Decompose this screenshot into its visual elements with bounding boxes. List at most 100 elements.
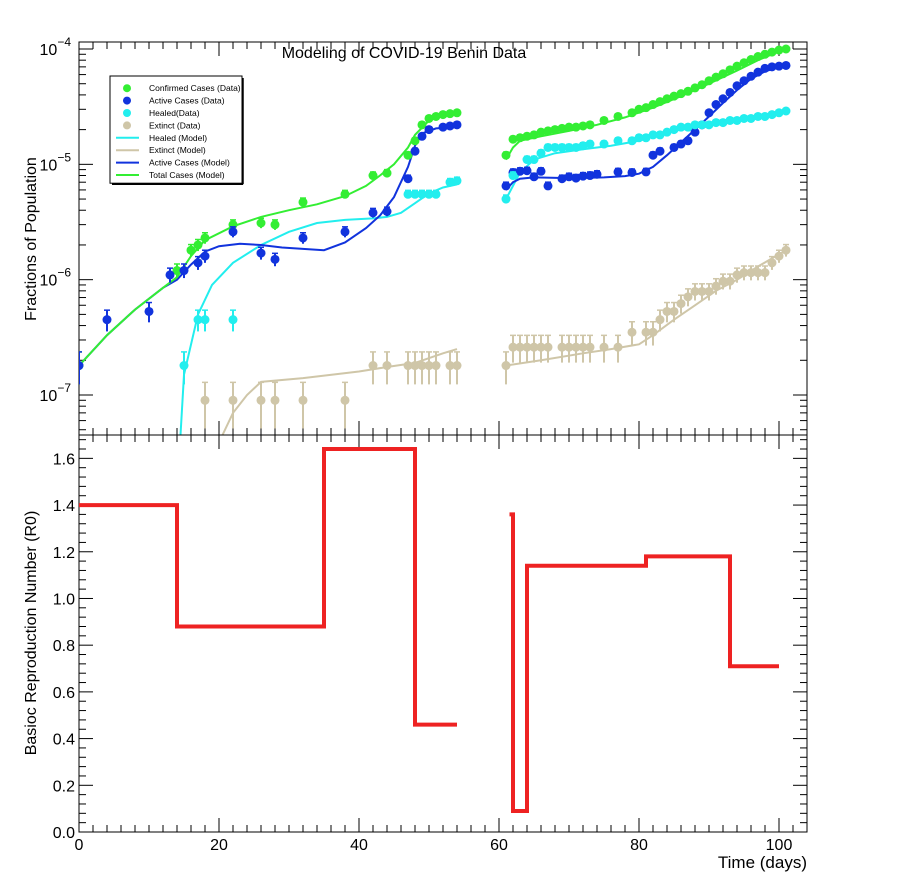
data-point	[669, 91, 679, 101]
data-point	[774, 251, 784, 261]
data-point	[732, 61, 742, 71]
data-point	[543, 342, 553, 352]
data-point	[578, 141, 588, 151]
data-point	[571, 122, 581, 132]
data-point	[529, 130, 539, 140]
data-point	[613, 136, 623, 146]
top-y-ticks: 10−710−610−510−4	[40, 35, 808, 435]
data-point	[746, 268, 756, 278]
data-point	[578, 121, 588, 131]
legend-marker	[123, 96, 131, 105]
data-point	[417, 361, 427, 371]
data-point	[704, 286, 714, 296]
data-point	[725, 65, 735, 75]
series-active-cases-data-	[79, 60, 791, 385]
data-point	[228, 227, 238, 237]
data-point	[739, 113, 749, 123]
data-point	[718, 118, 728, 128]
data-point	[774, 108, 784, 118]
data-point	[298, 233, 308, 243]
data-point	[445, 361, 455, 371]
data-point	[340, 395, 350, 405]
y-tick-label-exponent: −7	[57, 381, 71, 395]
data-point	[536, 166, 546, 176]
data-point	[732, 115, 742, 125]
data-point	[585, 139, 595, 149]
x-tick-label: 20	[210, 837, 228, 854]
data-point	[627, 136, 637, 146]
data-point	[410, 136, 420, 146]
data-point	[732, 81, 742, 91]
data-point	[508, 134, 518, 144]
data-point	[571, 173, 581, 183]
data-point	[767, 62, 777, 72]
data-point	[599, 342, 609, 352]
data-point	[753, 111, 763, 121]
data-point	[270, 220, 280, 230]
data-point	[515, 166, 525, 176]
data-point	[522, 166, 532, 176]
data-point	[585, 342, 595, 352]
data-point	[781, 44, 791, 54]
data-point	[515, 133, 525, 143]
legend-marker	[123, 121, 131, 130]
data-point	[753, 67, 763, 77]
data-point	[711, 118, 721, 128]
data-point	[718, 276, 728, 286]
data-point	[697, 286, 707, 296]
data-point	[368, 171, 378, 181]
data-point	[781, 245, 791, 255]
data-point	[172, 266, 182, 276]
data-point	[613, 111, 623, 121]
x-axis-label: Time (days)	[718, 853, 807, 872]
data-point	[627, 108, 637, 118]
data-point	[641, 327, 651, 337]
data-point	[662, 306, 672, 316]
data-point	[522, 155, 532, 165]
data-point	[767, 258, 777, 268]
data-point	[725, 115, 735, 125]
data-point	[368, 208, 378, 218]
data-point	[732, 270, 742, 280]
y-tick-label-exponent: −6	[57, 266, 71, 280]
data-point	[228, 395, 238, 405]
data-point	[179, 266, 189, 276]
data-point	[270, 395, 280, 405]
x-tick-label: 100	[766, 837, 793, 854]
data-point	[662, 94, 672, 104]
y-tick-label-exponent: −4	[57, 35, 71, 49]
data-point	[571, 142, 581, 152]
y-tick-label: 10−5	[40, 150, 72, 174]
data-point	[718, 94, 728, 104]
data-point	[781, 106, 791, 116]
series-extinct-data-	[200, 243, 791, 429]
data-point	[781, 60, 791, 70]
data-point	[683, 136, 693, 146]
data-point	[501, 361, 511, 371]
data-point	[452, 176, 462, 186]
data-point	[403, 361, 413, 371]
data-point	[438, 122, 448, 132]
data-point	[753, 52, 763, 62]
data-point	[690, 286, 700, 296]
data-point	[79, 361, 84, 371]
series-confirmed-cases-data-	[79, 44, 791, 385]
data-point	[767, 110, 777, 120]
data-point	[690, 127, 700, 137]
data-point	[417, 131, 427, 141]
data-point	[767, 47, 777, 57]
y-tick-label-base: 10	[40, 157, 58, 174]
data-point	[641, 103, 651, 113]
data-point	[648, 100, 658, 110]
data-point	[627, 327, 637, 337]
data-point	[669, 125, 679, 135]
data-point	[557, 123, 567, 133]
data-point	[704, 76, 714, 86]
data-point	[564, 142, 574, 152]
data-point	[557, 142, 567, 152]
data-point	[641, 167, 651, 177]
data-point	[718, 69, 728, 79]
data-point	[200, 233, 210, 243]
data-point	[515, 342, 525, 352]
